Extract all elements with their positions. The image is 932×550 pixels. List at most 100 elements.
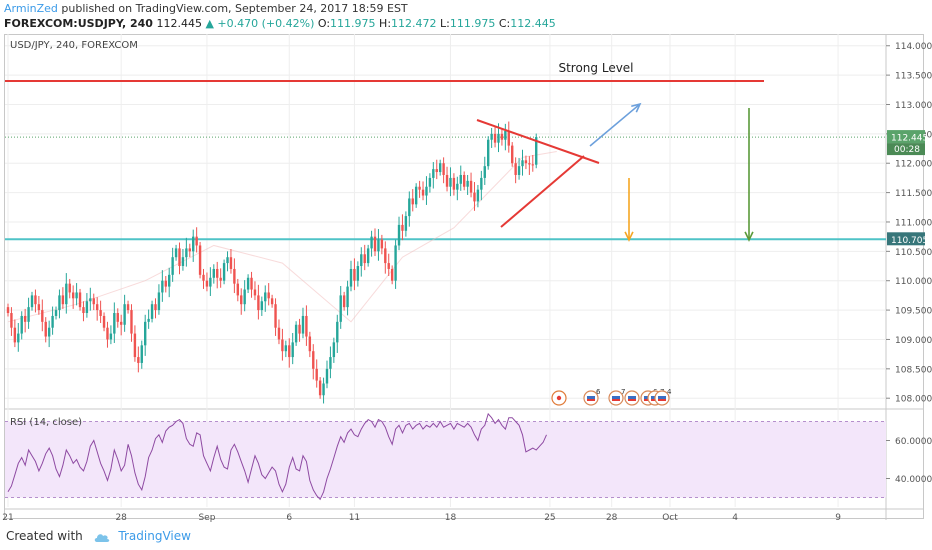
candle-body: [370, 236, 373, 249]
event-icon-2-count: 6: [596, 388, 601, 396]
candle-body: [394, 245, 397, 281]
price-axis-badge: [887, 232, 925, 246]
candle-body: [401, 224, 404, 231]
event-icon-4-stripe: [628, 399, 636, 401]
candle-body: [219, 277, 222, 281]
candle-body: [147, 318, 150, 322]
candle-body: [10, 313, 13, 328]
candle-body: [414, 186, 418, 205]
time-tick-label: 28: [606, 513, 618, 523]
candle-body: [466, 180, 469, 187]
event-icon-7-flag: [658, 396, 666, 401]
footer: Created with TradingView: [6, 529, 191, 543]
candle-body: [346, 286, 349, 308]
candle-body: [517, 166, 521, 175]
candle-body: [246, 277, 250, 290]
candle-body: [342, 295, 346, 308]
candle-body: [243, 289, 246, 305]
candle-body: [294, 324, 298, 343]
event-icon-3-flag: [612, 396, 620, 401]
candle-body: [298, 324, 301, 334]
candle-body: [257, 295, 260, 311]
candle-body: [329, 357, 332, 369]
candle-body: [469, 180, 473, 193]
candle-body: [353, 268, 356, 281]
time-tick-label: Oct: [662, 513, 678, 523]
time-tick-label: Sep: [198, 513, 215, 523]
candle-body: [92, 298, 95, 305]
candle-body: [377, 239, 380, 252]
candle-body: [514, 163, 517, 175]
candle-body: [150, 304, 154, 319]
candle-body: [487, 139, 490, 167]
price-tick-label: 110.500: [895, 248, 932, 258]
candle-body: [281, 339, 284, 352]
time-tick-label: 18: [445, 513, 457, 523]
candle-body: [535, 137, 538, 165]
candle-body: [102, 315, 106, 328]
candle-body: [404, 216, 408, 231]
candle-body: [497, 133, 500, 143]
price-tick-label: 110.000: [895, 277, 932, 287]
candle-body: [13, 327, 17, 343]
candle-body: [205, 280, 209, 287]
candle-body: [421, 189, 425, 196]
candle-body: [445, 174, 449, 187]
candle-body: [188, 248, 191, 252]
time-tick-label: 6: [286, 513, 292, 523]
event-icon-7-count: 4: [667, 388, 672, 396]
candle-body: [435, 169, 438, 173]
strong-level-label: Strong Level: [558, 61, 633, 75]
candle-body: [308, 336, 312, 352]
candle-body: [144, 321, 147, 346]
candle-body: [291, 342, 294, 358]
candle-body: [322, 383, 325, 396]
high-value: 112.472: [391, 17, 437, 30]
price-tick-label: 111.000: [895, 218, 932, 228]
tradingview-brand-link[interactable]: TradingView: [118, 529, 191, 543]
candle-body: [524, 160, 528, 164]
rsi-line: [7, 412, 547, 501]
candle-body: [504, 130, 507, 140]
candle-body: [116, 313, 119, 322]
candle-body: [37, 304, 41, 311]
candle-body: [339, 295, 342, 322]
candle-body: [85, 301, 89, 314]
candle-body: [270, 298, 274, 305]
price-tick-label: 111.500: [895, 189, 932, 199]
event-icon-3-count: 7: [621, 388, 625, 396]
triangle-lower-line: [500, 155, 585, 228]
candle-body: [408, 198, 411, 217]
time-tick-label: 25: [544, 513, 555, 523]
candle-body: [75, 292, 78, 299]
candle-body: [493, 133, 497, 143]
candle-body: [521, 160, 524, 167]
candle-body: [154, 304, 157, 311]
breakdown-arrow: [624, 178, 634, 242]
price-axis-badge-text: 112.445: [891, 134, 928, 144]
candle-body: [195, 236, 198, 246]
candle-body: [312, 351, 315, 369]
candle-body: [425, 186, 428, 196]
candle-body: [41, 310, 44, 322]
candle-body: [325, 368, 329, 384]
time-tick-label: 21: [2, 513, 13, 523]
candle-body: [109, 333, 113, 340]
price-axis-badge-text: 110.705: [891, 236, 928, 246]
chart-frame[interactable]: [4, 34, 924, 519]
candle-body: [301, 315, 305, 334]
candle-body: [480, 177, 483, 190]
author-link[interactable]: ArminZed: [4, 2, 58, 15]
open-value: 111.975: [330, 17, 376, 30]
candle-body: [305, 315, 308, 337]
candle-body: [390, 268, 394, 281]
candle-body: [65, 283, 68, 305]
candle-body: [137, 357, 140, 363]
triangle-upper-line: [476, 119, 600, 164]
candle-body: [95, 304, 99, 311]
chart-header: ArminZed published on TradingView.com, S…: [0, 0, 932, 34]
candle-body: [332, 342, 336, 358]
rsi-tick-label: 60.0000: [895, 437, 932, 447]
candle-body: [473, 192, 476, 202]
